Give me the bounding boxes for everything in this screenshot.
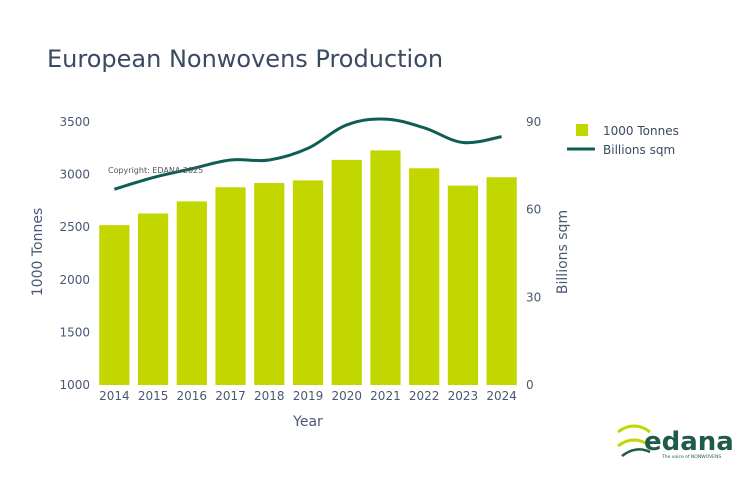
y2-tick-label: 60: [526, 203, 541, 217]
bar-2024: [486, 177, 517, 385]
x-tick-label: 2018: [254, 389, 285, 403]
bar-2015: [137, 213, 169, 385]
legend: 1000 Tonnes Billions sqm: [567, 124, 679, 157]
logo-tagline: The voice of NONWOVENS: [661, 454, 721, 460]
y-tick-label: 3000: [59, 168, 90, 182]
x-axis-title: Year: [292, 414, 323, 430]
y-axis-ticks: 1000 1500 2000 2500 3000 3500: [59, 115, 90, 392]
x-tick-label: 2020: [331, 389, 362, 403]
copyright-annotation: Copyright: EDANA 2025: [108, 166, 203, 175]
logo-wordmark: edana: [644, 427, 734, 457]
x-tick-label: 2021: [370, 389, 401, 403]
bar-2017: [215, 187, 246, 385]
y2-tick-label: 90: [526, 115, 541, 129]
x-tick-label: 2017: [215, 389, 246, 403]
legend-label-bar: 1000 Tonnes: [603, 124, 679, 138]
bar-2019: [292, 180, 324, 385]
logo-swoosh-icon: [617, 424, 651, 457]
y-tick-label: 3500: [59, 115, 90, 129]
x-tick-label: 2015: [138, 389, 169, 403]
line-billions-sqm: [113, 117, 502, 191]
y2-axis-ticks: 0 30 60 90: [526, 115, 541, 392]
bar-2020: [331, 159, 362, 385]
bar-2022: [409, 168, 440, 385]
bar-2021: [370, 150, 401, 385]
line-series: [113, 117, 502, 191]
y2-tick-label: 30: [526, 290, 541, 304]
bar-2023: [447, 185, 479, 385]
x-tick-label: 2019: [293, 389, 324, 403]
y2-axis-title: Billions sqm: [555, 210, 571, 294]
x-tick-label: 2024: [486, 389, 517, 403]
edana-logo: edana The voice of NONWOVENS: [617, 424, 734, 460]
chart-title: European Nonwovens Production: [47, 45, 443, 73]
legend-label-line: Billions sqm: [603, 143, 675, 157]
bar-2018: [254, 183, 285, 385]
y-tick-label: 2500: [59, 220, 90, 234]
y-tick-label: 2000: [59, 273, 90, 287]
bar-2016: [176, 201, 207, 385]
y2-tick-label: 0: [526, 378, 534, 392]
y-tick-label: 1500: [59, 325, 90, 339]
bar-2014: [99, 225, 130, 385]
x-tick-label: 2016: [177, 389, 208, 403]
x-tick-label: 2022: [409, 389, 440, 403]
y-tick-label: 1000: [59, 378, 90, 392]
y-axis-title: 1000 Tonnes: [30, 208, 46, 296]
x-axis-ticks: 2014 2015 2016 2017 2018 2019 2020 2021 2022 2023…: [99, 389, 517, 403]
x-tick-label: 2023: [448, 389, 479, 403]
x-tick-label: 2014: [99, 389, 130, 403]
legend-swatch-bar: [576, 124, 588, 136]
bar-series: [99, 150, 517, 385]
